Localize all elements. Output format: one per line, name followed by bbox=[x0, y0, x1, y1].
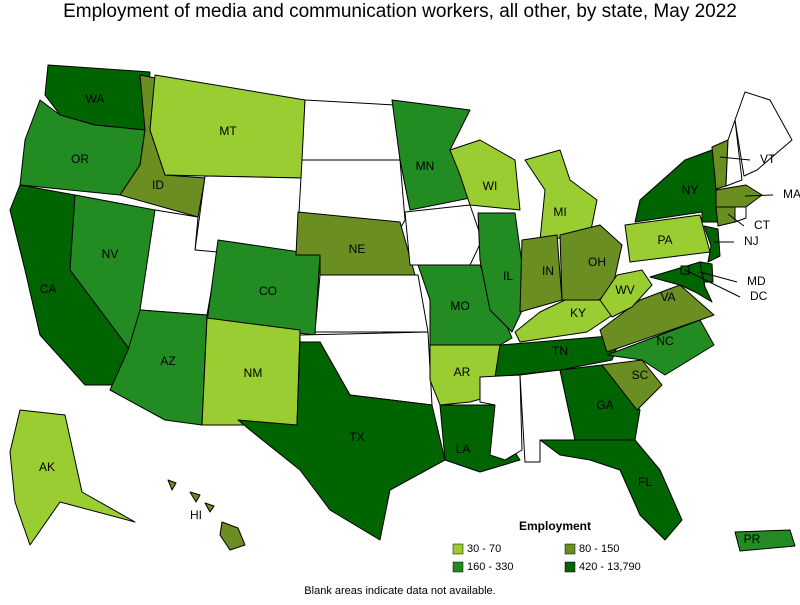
legend-swatch bbox=[452, 543, 464, 555]
legend-label: 30 - 70 bbox=[467, 543, 501, 555]
state-label: NY bbox=[682, 183, 699, 197]
state-label: ID bbox=[152, 178, 164, 192]
leader-line bbox=[699, 271, 738, 283]
island-shape bbox=[204, 502, 215, 513]
footnote: Blank areas indicate data not available. bbox=[304, 585, 495, 597]
state-label: AZ bbox=[160, 354, 175, 368]
state-label: WA bbox=[86, 92, 105, 106]
state-shape bbox=[599, 269, 653, 318]
state-shape bbox=[734, 206, 747, 223]
state-shape bbox=[734, 91, 793, 177]
state-label: IL bbox=[503, 269, 513, 283]
legend-swatch bbox=[452, 561, 464, 573]
state-label: WI bbox=[483, 179, 498, 193]
state-shape bbox=[219, 521, 246, 551]
state-label: MI bbox=[553, 205, 566, 219]
leader-line bbox=[727, 213, 745, 227]
state-shape bbox=[634, 149, 723, 223]
state-shape bbox=[524, 149, 598, 241]
state-label: LA bbox=[456, 442, 471, 456]
legend-swatch bbox=[564, 561, 576, 573]
state-shape bbox=[734, 529, 796, 552]
state-label: HI bbox=[190, 508, 202, 522]
state-label: AK bbox=[39, 460, 55, 474]
state-label: VT bbox=[760, 152, 776, 166]
state-shape bbox=[301, 99, 401, 161]
state-label: AR bbox=[454, 365, 471, 379]
state-label: SC bbox=[632, 368, 649, 382]
state-label: NE bbox=[349, 242, 366, 256]
state-label: MD bbox=[747, 274, 766, 288]
state-label: PR bbox=[744, 532, 761, 546]
state-shape bbox=[649, 261, 713, 303]
state-label: DC bbox=[750, 289, 768, 303]
state-shape bbox=[703, 225, 721, 263]
state-shape bbox=[109, 309, 208, 426]
state-shape bbox=[237, 341, 446, 541]
state-shape bbox=[404, 204, 483, 266]
leader-line bbox=[719, 156, 751, 161]
state-label: MA bbox=[783, 187, 800, 201]
state-label: TN bbox=[552, 344, 568, 358]
island-shape bbox=[167, 479, 177, 491]
state-label: VA bbox=[660, 290, 675, 304]
legend-label: 160 - 330 bbox=[467, 561, 513, 573]
state-shape bbox=[601, 359, 663, 411]
state-shape bbox=[539, 439, 683, 541]
state-label: TX bbox=[349, 430, 364, 444]
legend-title: Employment bbox=[519, 519, 591, 533]
state-label: IN bbox=[542, 264, 554, 278]
state-label: CO bbox=[259, 284, 277, 298]
leader-line bbox=[684, 269, 741, 298]
state-shape bbox=[519, 234, 563, 313]
state-shape bbox=[599, 284, 715, 353]
state-shape bbox=[725, 119, 743, 187]
state-label: OR bbox=[71, 152, 89, 166]
state-label: GA bbox=[596, 398, 613, 412]
legend-swatch bbox=[564, 543, 576, 555]
state-label: NC bbox=[656, 334, 674, 348]
state-label: FL bbox=[638, 475, 652, 489]
state-shape bbox=[715, 184, 763, 208]
state-shape bbox=[449, 139, 521, 211]
state-label: NM bbox=[244, 366, 263, 380]
state-label: MN bbox=[416, 159, 435, 173]
state-shape bbox=[477, 212, 528, 333]
state-label: CA bbox=[40, 282, 57, 296]
state-label: OH bbox=[588, 255, 606, 269]
state-label: MO bbox=[450, 299, 469, 313]
map-title: Employment of media and communication wo… bbox=[63, 1, 737, 22]
legend-label: 420 - 13,790 bbox=[579, 561, 641, 573]
state-label: NJ bbox=[744, 234, 759, 248]
leader-line bbox=[744, 194, 774, 197]
state-label: MT bbox=[219, 124, 237, 138]
state-shape bbox=[9, 409, 136, 546]
state-shape bbox=[314, 274, 429, 333]
state-label: PA bbox=[657, 233, 672, 247]
state-label: CT bbox=[754, 218, 771, 232]
state-label: KY bbox=[570, 306, 586, 320]
state-label: NV bbox=[102, 247, 119, 261]
island-shape bbox=[189, 491, 201, 503]
state-label: WV bbox=[615, 283, 634, 297]
legend-label: 80 - 150 bbox=[579, 543, 619, 555]
